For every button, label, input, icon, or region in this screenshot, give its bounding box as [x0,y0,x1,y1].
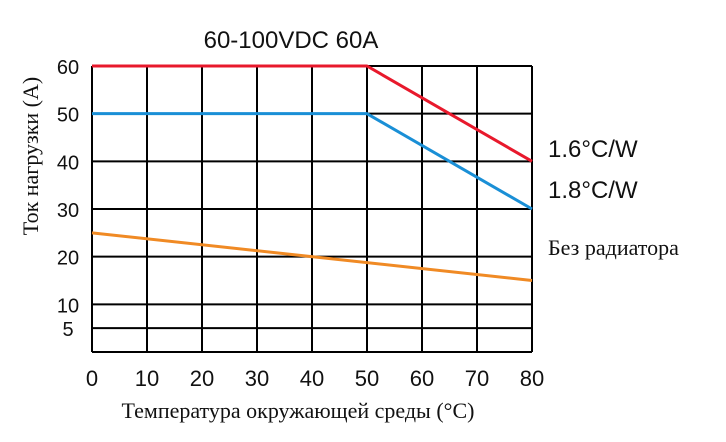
series-line [92,112,533,211]
y-tick-label: 60 [57,57,79,79]
x-axis-label: Температура окружающей среды (°C) [122,398,475,423]
grid-layer [91,65,533,353]
y-axis-label: Ток нагрузки (A) [18,77,43,235]
chart-title: 60-100VDC 60A [204,27,379,54]
x-tick-label: 40 [300,366,324,391]
x-tick-label: 10 [135,366,159,391]
x-tick-label: 70 [465,366,489,391]
x-tick-label: 20 [190,366,214,391]
legend-layer: 1.6°C/W 1.8°C/W Без радиатора [548,136,679,260]
x-tick-label: 30 [245,366,269,391]
x-tick-label: 80 [520,366,544,391]
x-tick-label: 60 [410,366,434,391]
y-tick-label: 10 [57,295,79,317]
y-tick-label: 50 [57,105,79,127]
x-tick-label: 0 [86,366,98,391]
series-label: 1.8°C/W [548,177,638,204]
y-tick-label: 40 [57,152,79,174]
y-tick-label: 5 [62,319,73,341]
series-line [92,64,533,163]
series-layer [91,64,533,282]
x-tick-label: 50 [355,366,379,391]
y-tick-label: 30 [57,200,79,222]
y-tick-label: 20 [57,248,79,270]
series-label: 1.6°C/W [548,136,638,163]
series-label: Без радиатора [548,235,679,260]
series-line [91,231,533,282]
